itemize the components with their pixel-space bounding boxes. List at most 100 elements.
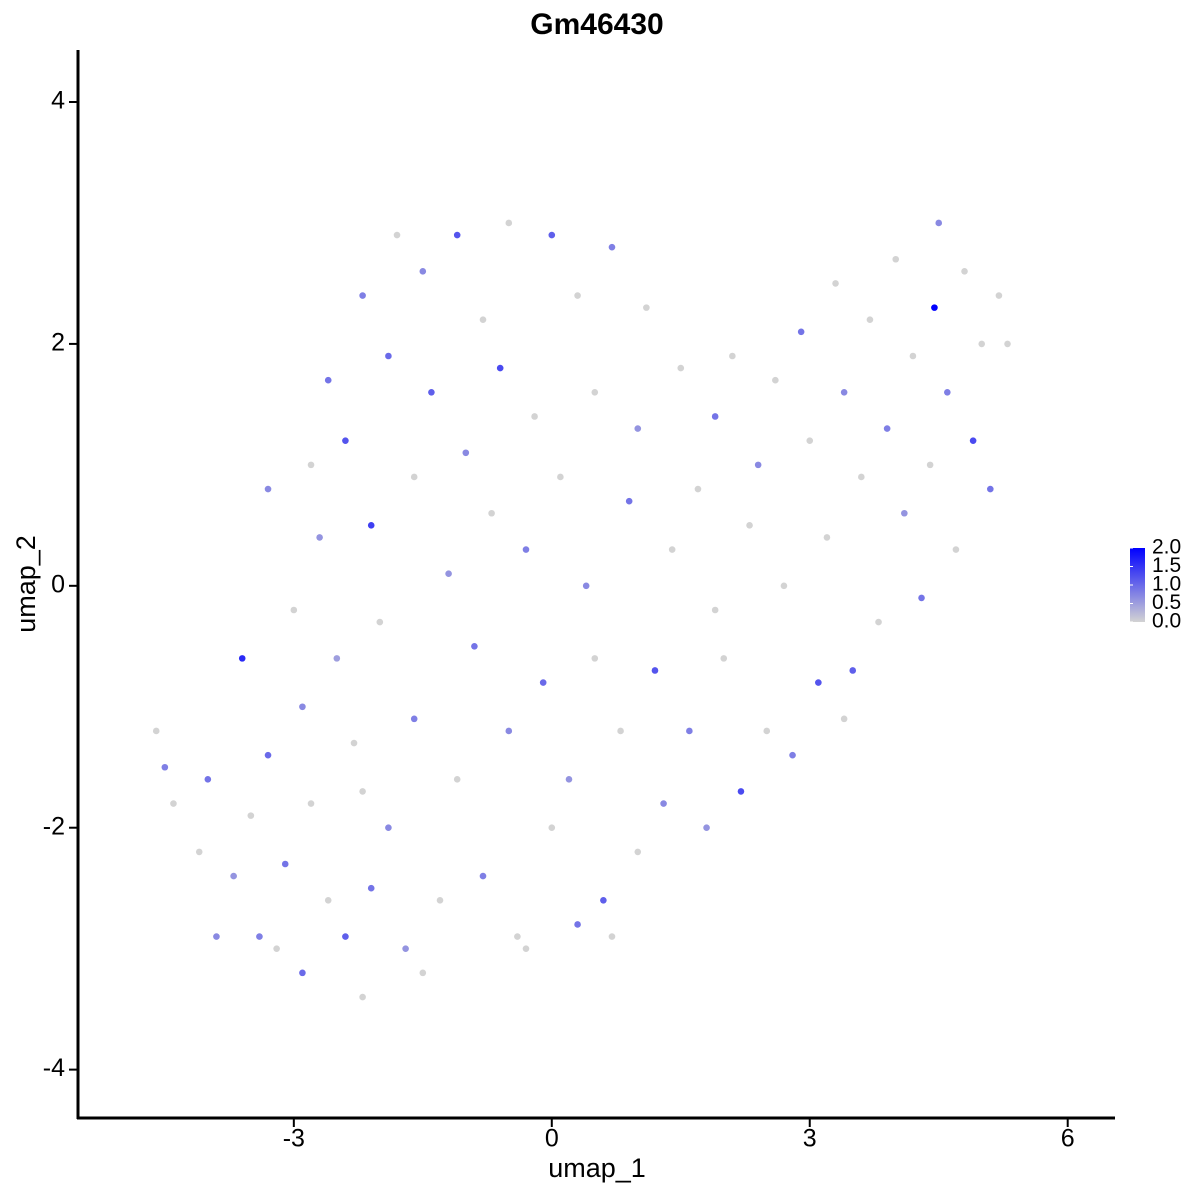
- point: [488, 509, 495, 517]
- y-tick-label: -4: [43, 1054, 65, 1082]
- point: [410, 473, 418, 481]
- point: [711, 413, 719, 420]
- colorbar: [1130, 548, 1145, 622]
- y-tick-label: 4: [51, 87, 65, 115]
- point: [823, 534, 831, 541]
- point: [307, 461, 315, 469]
- point: [548, 824, 556, 832]
- point: [342, 933, 349, 940]
- point: [840, 715, 848, 723]
- point: [582, 582, 590, 590]
- point: [892, 255, 900, 263]
- point: [926, 461, 934, 469]
- point: [367, 522, 375, 529]
- point: [453, 231, 461, 239]
- point: [720, 655, 728, 662]
- point: [333, 655, 341, 662]
- point: [419, 969, 427, 977]
- point: [969, 437, 977, 444]
- point: [591, 388, 599, 396]
- point: [677, 364, 685, 372]
- point: [428, 388, 435, 396]
- x-axis-label: umap_1: [548, 1153, 646, 1183]
- point: [402, 945, 409, 952]
- point: [376, 618, 384, 626]
- point: [230, 872, 237, 880]
- point: [307, 800, 315, 807]
- point: [359, 993, 366, 1001]
- point: [505, 219, 513, 227]
- point: [849, 667, 857, 674]
- point: [385, 352, 392, 360]
- y-axis-label: umap_2: [11, 535, 41, 633]
- point: [514, 933, 521, 940]
- point: [806, 437, 814, 444]
- x-tick-label: 0: [545, 1125, 559, 1153]
- point: [909, 352, 917, 360]
- point: [436, 896, 444, 904]
- y-tick-label: 0: [51, 570, 65, 598]
- colorbar-tick-label: 1.5: [1152, 554, 1181, 577]
- point: [152, 727, 160, 735]
- point: [840, 388, 848, 396]
- point: [978, 340, 986, 348]
- point: [557, 473, 564, 481]
- point: [995, 292, 1003, 299]
- point: [634, 425, 642, 432]
- point: [170, 800, 177, 807]
- point: [608, 933, 616, 940]
- point: [359, 292, 366, 299]
- point: [625, 497, 633, 505]
- point: [711, 606, 719, 614]
- point: [264, 751, 272, 759]
- point: [703, 824, 710, 832]
- colorbar-tick-label: 1.0: [1152, 573, 1181, 596]
- x-tick-label: 3: [803, 1125, 817, 1153]
- colorbar-tick-label: 0.0: [1152, 610, 1181, 633]
- point: [531, 413, 538, 420]
- point: [445, 570, 452, 578]
- point: [385, 824, 392, 832]
- point: [316, 534, 323, 541]
- point: [918, 594, 925, 602]
- point: [694, 485, 702, 493]
- point: [290, 606, 298, 614]
- point: [643, 304, 650, 311]
- point: [866, 316, 874, 324]
- point: [359, 788, 366, 795]
- point: [634, 848, 642, 856]
- point: [883, 425, 891, 432]
- point: [213, 933, 220, 940]
- point: [952, 546, 960, 553]
- point: [660, 800, 667, 807]
- point: [505, 727, 513, 735]
- point: [574, 292, 581, 299]
- point: [548, 231, 556, 239]
- chart-title: Gm46430: [530, 8, 663, 41]
- point: [763, 727, 771, 735]
- point: [772, 376, 779, 384]
- point: [789, 751, 796, 759]
- point: [324, 376, 332, 384]
- point: [281, 860, 289, 868]
- point: [367, 884, 375, 892]
- point: [256, 933, 263, 940]
- point: [350, 739, 358, 747]
- point: [600, 896, 607, 904]
- point: [815, 679, 822, 686]
- point: [496, 364, 504, 372]
- point: [608, 243, 616, 251]
- colorbar-tick-label: 0.5: [1152, 591, 1181, 614]
- x-tick-label: -3: [283, 1125, 305, 1153]
- point: [453, 776, 461, 783]
- point: [522, 945, 530, 952]
- point: [299, 969, 306, 977]
- point: [419, 268, 427, 275]
- point: [204, 776, 212, 783]
- point: [479, 872, 487, 880]
- point: [754, 461, 762, 469]
- point: [686, 727, 693, 735]
- point: [746, 522, 753, 529]
- point: [195, 848, 203, 856]
